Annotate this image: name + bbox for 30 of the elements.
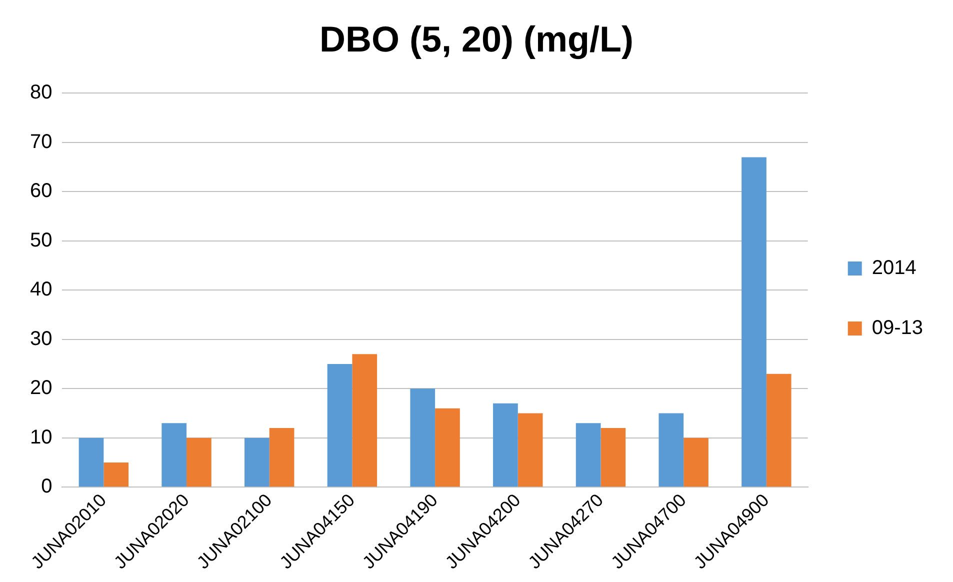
y-tick-label: 70 bbox=[30, 130, 52, 153]
bar bbox=[742, 157, 766, 487]
legend-label: 09-13 bbox=[872, 317, 924, 340]
y-tick-label: 80 bbox=[30, 82, 52, 104]
chart-title: DBO (5, 20) (mg/L) bbox=[319, 18, 634, 60]
bar bbox=[104, 462, 129, 487]
bar bbox=[658, 413, 684, 487]
bar bbox=[244, 438, 270, 487]
bar bbox=[518, 413, 543, 487]
bar bbox=[684, 438, 708, 487]
bar bbox=[162, 423, 187, 487]
bar bbox=[600, 428, 626, 487]
bar bbox=[78, 438, 104, 487]
bar bbox=[766, 374, 792, 487]
bar bbox=[435, 408, 460, 487]
bar bbox=[352, 354, 378, 487]
bar bbox=[410, 388, 436, 487]
bar bbox=[576, 423, 601, 487]
y-tick-label: 50 bbox=[30, 229, 52, 252]
legend-label: 2014 bbox=[872, 257, 916, 280]
bar bbox=[269, 428, 294, 487]
y-tick-label: 0 bbox=[41, 476, 52, 498]
y-tick-label: 40 bbox=[30, 278, 52, 301]
bar bbox=[327, 364, 352, 487]
y-tick-label: 60 bbox=[30, 180, 52, 202]
y-tick-label: 10 bbox=[30, 426, 52, 448]
y-tick-label: 20 bbox=[30, 377, 52, 400]
bar bbox=[493, 403, 518, 487]
y-tick-label: 30 bbox=[30, 328, 52, 350]
bar bbox=[186, 438, 212, 487]
